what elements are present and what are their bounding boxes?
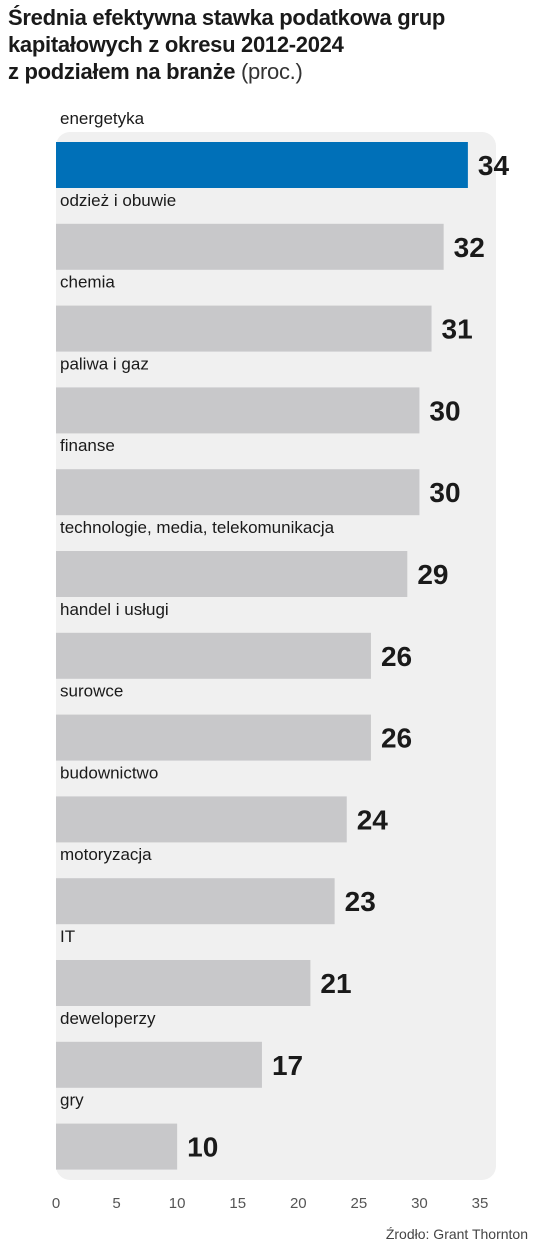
- category-label: technologie, media, telekomunikacja: [60, 518, 335, 537]
- value-label: 23: [345, 886, 376, 917]
- bar: [56, 960, 311, 1006]
- x-tick-label: 5: [112, 1195, 120, 1212]
- bar: [56, 1123, 178, 1170]
- category-label: energetyka: [60, 109, 145, 128]
- value-label: 17: [272, 1050, 303, 1081]
- category-label: surowce: [60, 682, 123, 701]
- source-note: Źrodło: Grant Thornton: [385, 1226, 528, 1242]
- chart-title: Średnia efektywna stawka podatkowa grup …: [8, 4, 528, 85]
- x-tick-label: 10: [169, 1195, 186, 1212]
- bar: [56, 878, 335, 925]
- title-line-3: z podziałem na branże (proc.): [8, 58, 528, 85]
- bar: [56, 632, 371, 679]
- value-label: 21: [320, 968, 351, 999]
- title-line-1: Średnia efektywna stawka podatkowa grup: [8, 5, 445, 30]
- category-label: paliwa i gaz: [60, 354, 149, 373]
- bar-highlight: [56, 142, 468, 188]
- x-tick-label: 30: [411, 1195, 428, 1212]
- bar: [56, 796, 347, 843]
- category-label: motoryzacja: [60, 845, 152, 864]
- title-unit: (proc.): [241, 59, 303, 84]
- bar: [56, 714, 371, 761]
- x-axis: 0 5 10 15 20 25 30 35: [52, 1195, 489, 1212]
- x-tick-label: 15: [229, 1195, 246, 1212]
- bar: [56, 223, 444, 270]
- category-label: deweloperzy: [60, 1009, 156, 1028]
- category-label: handel i usługi: [60, 600, 169, 619]
- bar: [56, 305, 432, 352]
- bar: [56, 387, 420, 434]
- title-line-2: kapitałowych z okresu 2012-2024: [8, 32, 344, 57]
- category-label: finanse: [60, 436, 115, 455]
- value-label: 32: [454, 232, 485, 263]
- value-label: 29: [417, 559, 448, 590]
- category-label: budownictwo: [60, 763, 158, 782]
- value-label: 30: [429, 395, 460, 426]
- x-tick-label: 25: [351, 1195, 368, 1212]
- category-label: IT: [60, 927, 75, 946]
- x-tick-label: 20: [290, 1195, 307, 1212]
- value-label: 26: [381, 641, 412, 672]
- bar: [56, 469, 420, 516]
- x-tick-label: 0: [52, 1195, 60, 1212]
- value-label: 34: [478, 150, 510, 181]
- category-label: gry: [60, 1091, 84, 1110]
- category-label: chemia: [60, 273, 115, 292]
- value-label: 30: [429, 477, 460, 508]
- category-label: odzież i obuwie: [60, 191, 176, 210]
- title-line-3-text: z podziałem na branże: [8, 59, 236, 84]
- value-label: 10: [187, 1132, 218, 1163]
- value-label: 24: [357, 804, 389, 835]
- value-label: 26: [381, 723, 412, 754]
- value-label: 31: [442, 314, 473, 345]
- bar: [56, 551, 408, 597]
- bar: [56, 1041, 262, 1088]
- bars-layer: energetyka 34 odzież i obuwie 32 chemia 31 pal…: [56, 109, 509, 1170]
- x-tick-label: 35: [472, 1195, 489, 1212]
